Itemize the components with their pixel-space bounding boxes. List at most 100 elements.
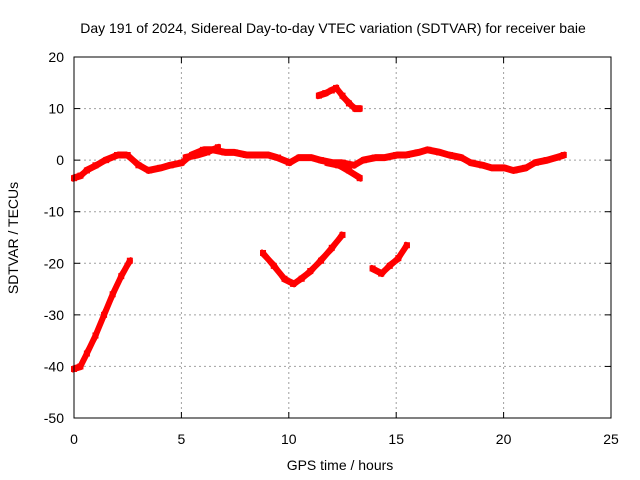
data-point [403, 242, 410, 249]
data-point [345, 100, 352, 107]
data-point [307, 154, 314, 161]
y-tick-label: -20 [44, 255, 64, 271]
data-point [414, 149, 421, 156]
x-axis-label: GPS time / hours [287, 457, 394, 473]
data-point [532, 159, 539, 166]
data-point [328, 244, 335, 251]
x-tick-label: 25 [603, 431, 619, 447]
data-point [275, 154, 282, 161]
data-point [109, 291, 116, 298]
data-point [290, 280, 297, 287]
data-point [369, 265, 376, 272]
series-trace-branch-12h [324, 159, 363, 182]
series-trace-rise-14-15h [369, 241, 410, 278]
data-point [214, 144, 221, 151]
data-point [324, 159, 331, 166]
data-point [83, 350, 90, 357]
data-point [350, 162, 357, 169]
data-point [77, 172, 84, 179]
data-point [352, 105, 359, 112]
data-point [298, 275, 305, 282]
x-tick-label: 0 [70, 431, 78, 447]
data-point [446, 151, 453, 158]
data-point [92, 332, 99, 339]
chart-title: Day 191 of 2024, Sidereal Day-to-day VTE… [80, 20, 586, 36]
data-point [457, 154, 464, 161]
data-point [77, 363, 84, 370]
data-point [118, 273, 125, 280]
data-point [425, 146, 432, 153]
y-tick-label: -10 [44, 204, 64, 220]
y-tick-label: -30 [44, 307, 64, 323]
data-point [315, 92, 322, 99]
data-point [371, 154, 378, 161]
data-point [135, 162, 142, 169]
grid [74, 57, 611, 418]
data-point [393, 151, 400, 158]
data-point [318, 157, 325, 164]
data-point [146, 167, 153, 174]
plot-frame [73, 56, 612, 419]
y-tick-label: 20 [48, 49, 64, 65]
data-point [264, 151, 271, 158]
series-trace-hump-12h [315, 84, 363, 113]
data-point [382, 154, 389, 161]
data-point [113, 151, 120, 158]
data-point [386, 262, 393, 269]
data-point [318, 257, 325, 264]
data-point [296, 154, 303, 161]
series-line [324, 159, 363, 182]
data-point [232, 149, 239, 156]
data-point [178, 159, 185, 166]
series-line [182, 144, 221, 161]
data-point [83, 167, 90, 174]
series-band [183, 143, 221, 158]
series-trace-rise-0-3h [71, 257, 133, 373]
data-point [403, 151, 410, 158]
data-series [71, 84, 567, 373]
y-axis-label: SDTVAR / TECUs [5, 182, 21, 294]
data-point [242, 151, 249, 158]
data-point [489, 164, 496, 171]
data-point [156, 164, 163, 171]
data-point [436, 149, 443, 156]
data-point [253, 151, 260, 158]
data-point [328, 87, 335, 94]
data-point [335, 162, 342, 169]
series-trace-branch-6h [182, 143, 221, 162]
data-point [285, 159, 292, 166]
y-tick-label: -50 [44, 410, 64, 426]
data-point [560, 151, 567, 158]
x-tick-label: 15 [388, 431, 404, 447]
data-point [193, 151, 200, 158]
data-point [92, 162, 99, 169]
data-point [511, 167, 518, 174]
series-band [325, 159, 363, 178]
data-point [204, 149, 211, 156]
data-point [103, 157, 110, 164]
data-point [543, 157, 550, 164]
series-trace-main-band [71, 146, 567, 182]
data-point [322, 90, 329, 97]
data-point [522, 164, 529, 171]
data-point [307, 268, 314, 275]
y-axis-ticks: -50 -40 -30 -20 -10 0 10 20 [44, 49, 611, 426]
data-point [378, 270, 385, 277]
series-trace-v-9-12h [260, 231, 346, 288]
data-point [124, 151, 131, 158]
data-point [554, 154, 561, 161]
data-point [356, 105, 363, 112]
data-point [468, 159, 475, 166]
series-band [325, 163, 363, 182]
data-point [339, 231, 346, 238]
series-band [183, 147, 221, 162]
data-point [270, 262, 277, 269]
data-point [395, 255, 402, 262]
data-point [356, 175, 363, 182]
data-point [167, 162, 174, 169]
data-point [333, 84, 340, 91]
data-point [479, 162, 486, 169]
data-point [360, 157, 367, 164]
